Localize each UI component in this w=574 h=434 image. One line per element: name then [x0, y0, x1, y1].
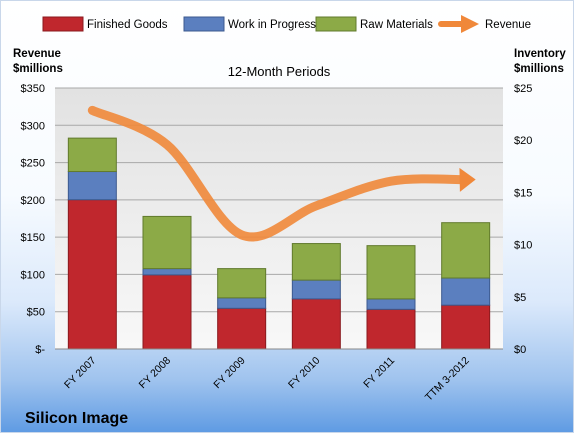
left-tick-label: $200	[21, 195, 45, 207]
x-tick-label: FY 2009	[211, 355, 248, 392]
legend-label-raw-materials: Raw Materials	[360, 19, 433, 31]
bar-finished-goods	[442, 305, 490, 349]
left-tick-label: $300	[21, 120, 45, 132]
left-ticks: $- $50 $100 $150 $200 $250 $300 $350	[21, 83, 46, 356]
bar-raw-materials	[367, 246, 415, 299]
right-axis-title-line1: Inventory	[514, 48, 566, 60]
legend-label-revenue: Revenue	[485, 19, 531, 31]
left-tick-label: $150	[21, 232, 45, 244]
right-tick-label: $5	[514, 292, 526, 304]
x-tick-label: FY 2008	[137, 355, 174, 392]
legend-swatch-work-in-progress	[184, 17, 224, 31]
right-tick-label: $0	[514, 344, 526, 356]
x-tick-label: FY 2010	[286, 355, 323, 392]
bar-work-in-progress	[442, 278, 490, 305]
x-ticks: FY 2007 FY 2008 FY 2009 FY 2010 FY 2011 TTM 3…	[62, 355, 472, 404]
right-tick-label: $10	[514, 240, 532, 252]
left-axis-title-line1: Revenue	[13, 48, 61, 60]
right-ticks: $0 $5 $10 $15 $20 $25	[514, 83, 532, 356]
bar-raw-materials	[292, 244, 340, 281]
bar-work-in-progress	[367, 299, 415, 309]
bar-work-in-progress	[218, 298, 266, 308]
bar-raw-materials	[68, 138, 116, 171]
legend: Finished Goods Work in Progress Raw Mate…	[43, 15, 531, 33]
x-tick-label: TTM 3-2012	[423, 355, 472, 404]
legend-label-work-in-progress: Work in Progress	[228, 19, 316, 31]
bar-work-in-progress	[143, 269, 191, 275]
left-tick-label: $350	[21, 83, 45, 95]
bar-raw-materials	[143, 216, 191, 268]
bar-work-in-progress	[292, 280, 340, 299]
left-axis-title-line2: $millions	[13, 63, 63, 75]
bar-raw-materials	[218, 269, 266, 298]
bar-finished-goods	[292, 299, 340, 349]
chart-subtitle: 12-Month Periods	[228, 64, 331, 79]
bar-raw-materials	[442, 223, 490, 278]
plot-area	[55, 88, 503, 349]
left-tick-label: $-	[35, 344, 45, 356]
bar-finished-goods	[68, 200, 116, 349]
x-tick-label: FY 2007	[62, 355, 99, 392]
bar-finished-goods	[143, 275, 191, 349]
right-tick-label: $15	[514, 187, 532, 199]
bar-work-in-progress	[68, 172, 116, 200]
legend-swatch-finished-goods	[43, 17, 83, 31]
right-axis-title-line2: $millions	[514, 63, 564, 75]
legend-swatch-revenue	[441, 15, 479, 33]
legend-label-finished-goods: Finished Goods	[87, 19, 168, 31]
left-tick-label: $50	[27, 307, 45, 319]
left-tick-label: $100	[21, 269, 45, 281]
right-tick-label: $20	[514, 135, 532, 147]
bar-finished-goods	[218, 308, 266, 349]
bar-finished-goods	[367, 309, 415, 349]
right-tick-label: $25	[514, 83, 532, 95]
company-name: Silicon Image	[25, 410, 128, 427]
left-tick-label: $250	[21, 158, 45, 170]
x-tick-label: FY 2011	[361, 355, 397, 391]
legend-swatch-raw-materials	[316, 17, 356, 31]
